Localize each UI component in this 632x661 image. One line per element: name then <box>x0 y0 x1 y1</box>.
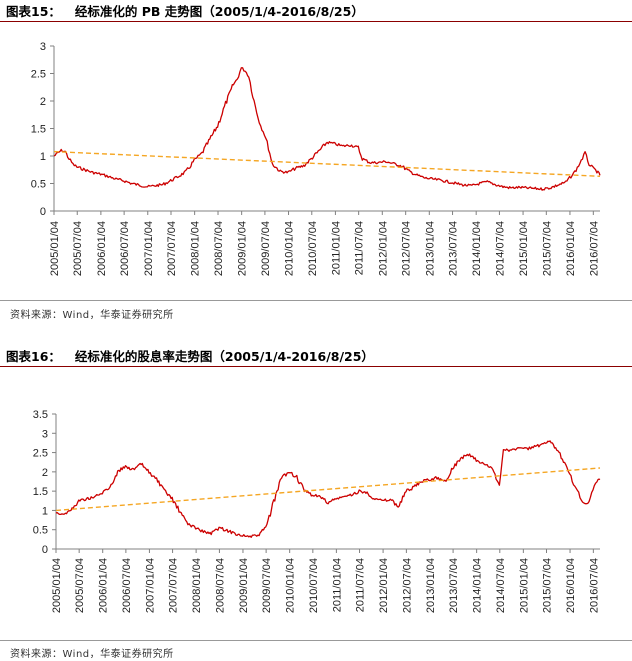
y-tick-label: 0.5 <box>33 525 48 537</box>
x-tick-label: 2009/07/04 <box>260 221 272 276</box>
figure-16-source-rule <box>0 640 632 641</box>
x-tick-label: 2016/07/04 <box>588 558 600 613</box>
x-tick-label: 2011/07/04 <box>354 221 366 275</box>
figure-16-title: 图表16： 经标准化的股息率走势图（2005/1/4-2016/8/25） <box>0 349 632 367</box>
x-tick-label: 2007/07/04 <box>166 221 178 276</box>
x-tick-label: 2010/01/04 <box>284 221 296 276</box>
y-tick-label: 3 <box>40 41 46 53</box>
x-tick-label: 2012/01/04 <box>378 558 390 613</box>
x-tick-label: 2008/01/04 <box>191 558 203 613</box>
x-tick-label: 2013/01/04 <box>424 221 436 276</box>
figure-15-number: 图表15： <box>6 4 61 19</box>
x-tick-label: 2005/07/04 <box>74 558 86 613</box>
x-tick-label: 2015/07/04 <box>541 221 553 276</box>
x-tick-label: 2007/01/04 <box>143 221 155 276</box>
dy-series-line <box>55 440 601 538</box>
y-tick-label: 2.5 <box>33 448 48 460</box>
x-tick-label: 2015/01/04 <box>518 221 530 276</box>
x-tick-label: 2010/01/04 <box>285 558 297 613</box>
x-tick-label: 2006/01/04 <box>98 558 110 613</box>
x-tick-label: 2015/01/04 <box>518 558 530 613</box>
x-tick-label: 2009/01/04 <box>237 221 249 276</box>
x-tick-label: 2016/07/04 <box>588 221 600 276</box>
y-tick-label: 1.5 <box>33 486 48 498</box>
x-tick-label: 2014/07/04 <box>495 558 507 613</box>
figure-16-number: 图表16： <box>6 349 61 364</box>
pb-series-line <box>53 67 601 191</box>
x-tick-label: 2012/07/04 <box>401 221 413 276</box>
x-tick-label: 2010/07/04 <box>308 558 320 613</box>
y-tick-label: 1 <box>42 505 48 517</box>
x-tick-label: 2013/07/04 <box>448 558 460 613</box>
x-tick-label: 2011/07/04 <box>355 558 367 612</box>
x-tick-label: 2006/07/04 <box>119 221 131 276</box>
x-tick-label: 2011/01/04 <box>330 221 342 275</box>
figure-16-caption: 经标准化的股息率走势图（2005/1/4-2016/8/25） <box>74 349 374 364</box>
figure-15-caption: 经标准化的 PB 走势图（2005/1/4-2016/8/25） <box>74 4 364 19</box>
x-tick-label: 2009/07/04 <box>261 558 273 613</box>
y-tick-label: 0.5 <box>31 179 46 191</box>
y-tick-label: 2 <box>40 96 46 108</box>
x-tick-label: 2006/01/04 <box>96 221 108 276</box>
x-tick-label: 2006/07/04 <box>121 558 133 613</box>
pb-chart: 0 0.5 1 1.5 2 2.5 3 2005/01/04 2005/07/04 2006/01… <box>31 41 601 276</box>
y-tick-label: 2 <box>42 467 48 479</box>
x-tick-label: 2014/07/04 <box>494 221 506 276</box>
x-tick-label: 2012/07/04 <box>401 558 413 613</box>
figure-15-title: 图表15： 经标准化的 PB 走势图（2005/1/4-2016/8/25） <box>0 4 632 22</box>
y-tick-label: 0 <box>40 206 46 218</box>
x-tick-label: 2008/07/04 <box>214 558 226 613</box>
x-tick-label: 2012/01/04 <box>377 221 389 276</box>
x-tick-label: 2013/07/04 <box>448 221 460 276</box>
x-tick-label: 2014/01/04 <box>472 558 484 613</box>
y-tick-label: 3.5 <box>33 409 48 421</box>
x-tick-label: 2014/01/04 <box>471 221 483 276</box>
y-tick-label: 2.5 <box>31 69 46 81</box>
pb-trend-line <box>53 150 601 177</box>
figure-15-source-rule <box>0 300 632 301</box>
x-tick-label: 2010/07/04 <box>307 221 319 276</box>
x-tick-label: 2009/01/04 <box>238 558 250 613</box>
y-tick-label: 0 <box>42 544 48 556</box>
x-tick-label: 2007/07/04 <box>168 558 180 613</box>
dividend-yield-chart: 0 0.5 1 1.5 2 2.5 3 3.5 2005/01/04 2005/07/04 2006… <box>33 409 601 613</box>
x-tick-label: 2011/01/04 <box>331 558 343 612</box>
x-tick-label: 2015/07/04 <box>542 558 554 613</box>
x-tick-label: 2016/01/04 <box>565 221 577 276</box>
x-tick-label: 2005/01/04 <box>51 558 63 613</box>
x-tick-label: 2007/01/04 <box>144 558 156 613</box>
dy-trend-line <box>55 467 601 512</box>
figure-16-source: 资料来源：Wind，华泰证券研究所 <box>10 649 174 660</box>
x-tick-label: 2005/07/04 <box>72 221 84 276</box>
x-tick-label: 2005/01/04 <box>49 221 61 276</box>
x-tick-label: 2016/01/04 <box>565 558 577 613</box>
x-tick-label: 2008/01/04 <box>190 221 202 276</box>
x-tick-label: 2008/07/04 <box>213 221 225 276</box>
x-tick-label: 2013/01/04 <box>425 558 437 613</box>
y-tick-label: 1 <box>40 151 46 163</box>
figure-15-source: 资料来源：Wind，华泰证券研究所 <box>10 310 174 321</box>
y-tick-label: 1.5 <box>31 124 46 136</box>
y-tick-label: 3 <box>42 428 48 440</box>
